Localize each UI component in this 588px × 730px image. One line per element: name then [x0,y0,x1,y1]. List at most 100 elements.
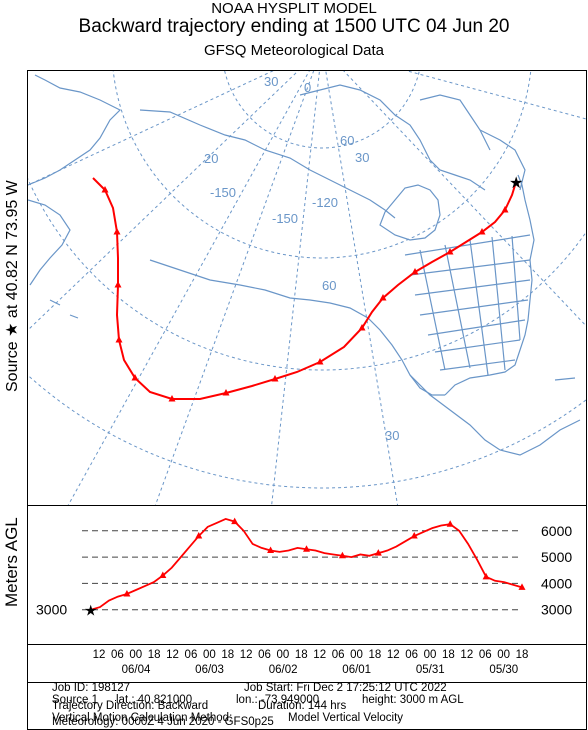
hudson-bay [379,184,441,241]
source-label: Source 1 [52,694,99,706]
start-height-label: 3000 [36,602,67,618]
trajectory-marker [379,294,387,301]
hour-tick-label: 00 [350,649,363,661]
latitude-circle-70 [224,71,420,149]
height-tick-label: 4000 [541,575,572,591]
grid-label: 0 [304,80,311,95]
vertical-method-value: Model Vertical Velocity [288,712,404,724]
height-marker [410,532,418,539]
height-marker [482,572,490,580]
trajectory-marker [358,324,366,331]
hour-tick-label: 06 [258,649,271,661]
height-tick-label: 5000 [541,549,572,565]
trajectory-title: Backward trajectory ending at 1500 UTC 0… [78,16,510,37]
meridian-line [405,71,586,120]
trajectory-marker [222,389,230,396]
hour-tick-label: 00 [129,649,142,661]
height-marker [303,545,310,552]
hour-tick-label: 00 [203,649,216,661]
meridian-line [325,71,399,505]
latitude-circle-10 [28,374,586,489]
trajectory-duration: Duration: 144 hrs [258,700,347,712]
greenland-east [479,129,526,191]
land-outlines [28,74,581,456]
grid-label: 60 [340,133,354,148]
height-marker [267,546,275,554]
trajectory-marker [411,268,419,275]
hour-tick-label: 00 [277,649,290,661]
latitude-circle-30 [28,178,586,371]
canada-arctic-coast [139,109,396,219]
hour-tick-label: 12 [240,649,253,661]
date-tick-label: 05/31 [416,664,445,676]
grid-label: 60 [322,278,336,293]
hour-tick-label: 06 [405,649,418,661]
trajectory-marker [501,206,509,213]
source-lat: lat.: 40.821000 [116,694,193,706]
source-lon: lon.: -73.949000 [236,694,320,706]
graticule-circles [28,71,586,489]
us-state-grid [404,234,531,376]
hour-tick-label: 12 [460,649,473,661]
height-marker [231,517,239,525]
grid-labels: 30 0 20 -150 -150 60 60 -120 30 30 [204,74,399,443]
grid-label: 30 [355,150,369,165]
trajectory-marker [446,248,454,255]
grid-label: 20 [204,151,218,166]
start-star-icon: ★ [84,603,97,620]
height-chart: 6000 5000 4000 3000 3000 ★ [36,517,572,620]
hour-tick-label: 06 [111,649,124,661]
date-tick-label: 06/01 [342,664,371,676]
height-series-line [90,517,523,611]
hour-tick-label: 18 [516,649,529,661]
height-marker [446,520,454,527]
source-height: height: 3000 m AGL [362,694,464,706]
trajectory-marker [478,228,486,235]
job-id: Job ID: 198127 [52,682,131,694]
hour-tick-label: 18 [368,649,381,661]
date-tick-label: 05/30 [489,664,518,676]
trajectory-direction: Trajectory Direction: Backward [52,700,209,712]
job-start: Job Start: Fri Dec 2 17:25:12 UTC 2022 [244,682,447,694]
trajectory-marker [113,228,121,235]
hour-tick-label: 06 [332,649,345,661]
date-tick-label: 06/04 [122,664,151,676]
latitude-circle-50 [112,71,532,259]
east-coast [517,174,535,261]
height-marker [518,583,526,590]
hour-tick-label: 18 [221,649,234,661]
trajectory-marker [114,281,122,288]
meridian-line [271,71,320,505]
hour-tick-label: 06 [185,649,198,661]
meteorology-subtitle: GFSQ Meteorological Data [203,42,385,59]
hour-tick-label: 00 [424,649,437,661]
west-coast [149,259,445,396]
trajectory-marker [168,395,176,402]
height-marker [159,571,167,579]
trajectory-marker [271,375,279,382]
trajectory-markers [101,186,509,402]
graticule-meridians [28,71,586,505]
hour-tick-label: 18 [295,649,308,661]
height-tick-label: 6000 [541,523,572,539]
mexico-coast [409,374,581,456]
meteorology-info: Meteorology: 0000Z 4 Jun 2020 - GFS0p25 [52,716,274,728]
hour-tick-label: 12 [387,649,400,661]
hour-tick-label: 06 [479,649,492,661]
trajectory-marker [131,374,139,381]
trajectory-marker [101,186,109,193]
hour-tick-label: 18 [442,649,455,661]
gulf-coast [444,259,533,396]
height-marker [195,532,203,539]
arctic-islands [299,84,491,191]
grid-label: -150 [210,185,236,200]
meridian-line [67,71,310,505]
meridian-line [343,71,586,327]
grid-label: 30 [385,428,399,443]
trajectory-line [92,177,517,400]
trajectory-marker [115,336,123,343]
alaska-coast [28,74,122,186]
grid-label: -120 [312,195,338,210]
hour-tick-label: 00 [497,649,510,661]
